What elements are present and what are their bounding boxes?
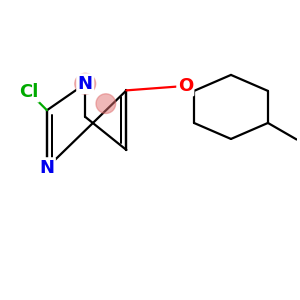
- Text: N: N: [39, 159, 54, 177]
- Circle shape: [96, 94, 116, 113]
- Text: O: O: [178, 77, 193, 95]
- Text: Cl: Cl: [19, 83, 38, 101]
- Text: N: N: [78, 75, 93, 93]
- Circle shape: [75, 73, 96, 94]
